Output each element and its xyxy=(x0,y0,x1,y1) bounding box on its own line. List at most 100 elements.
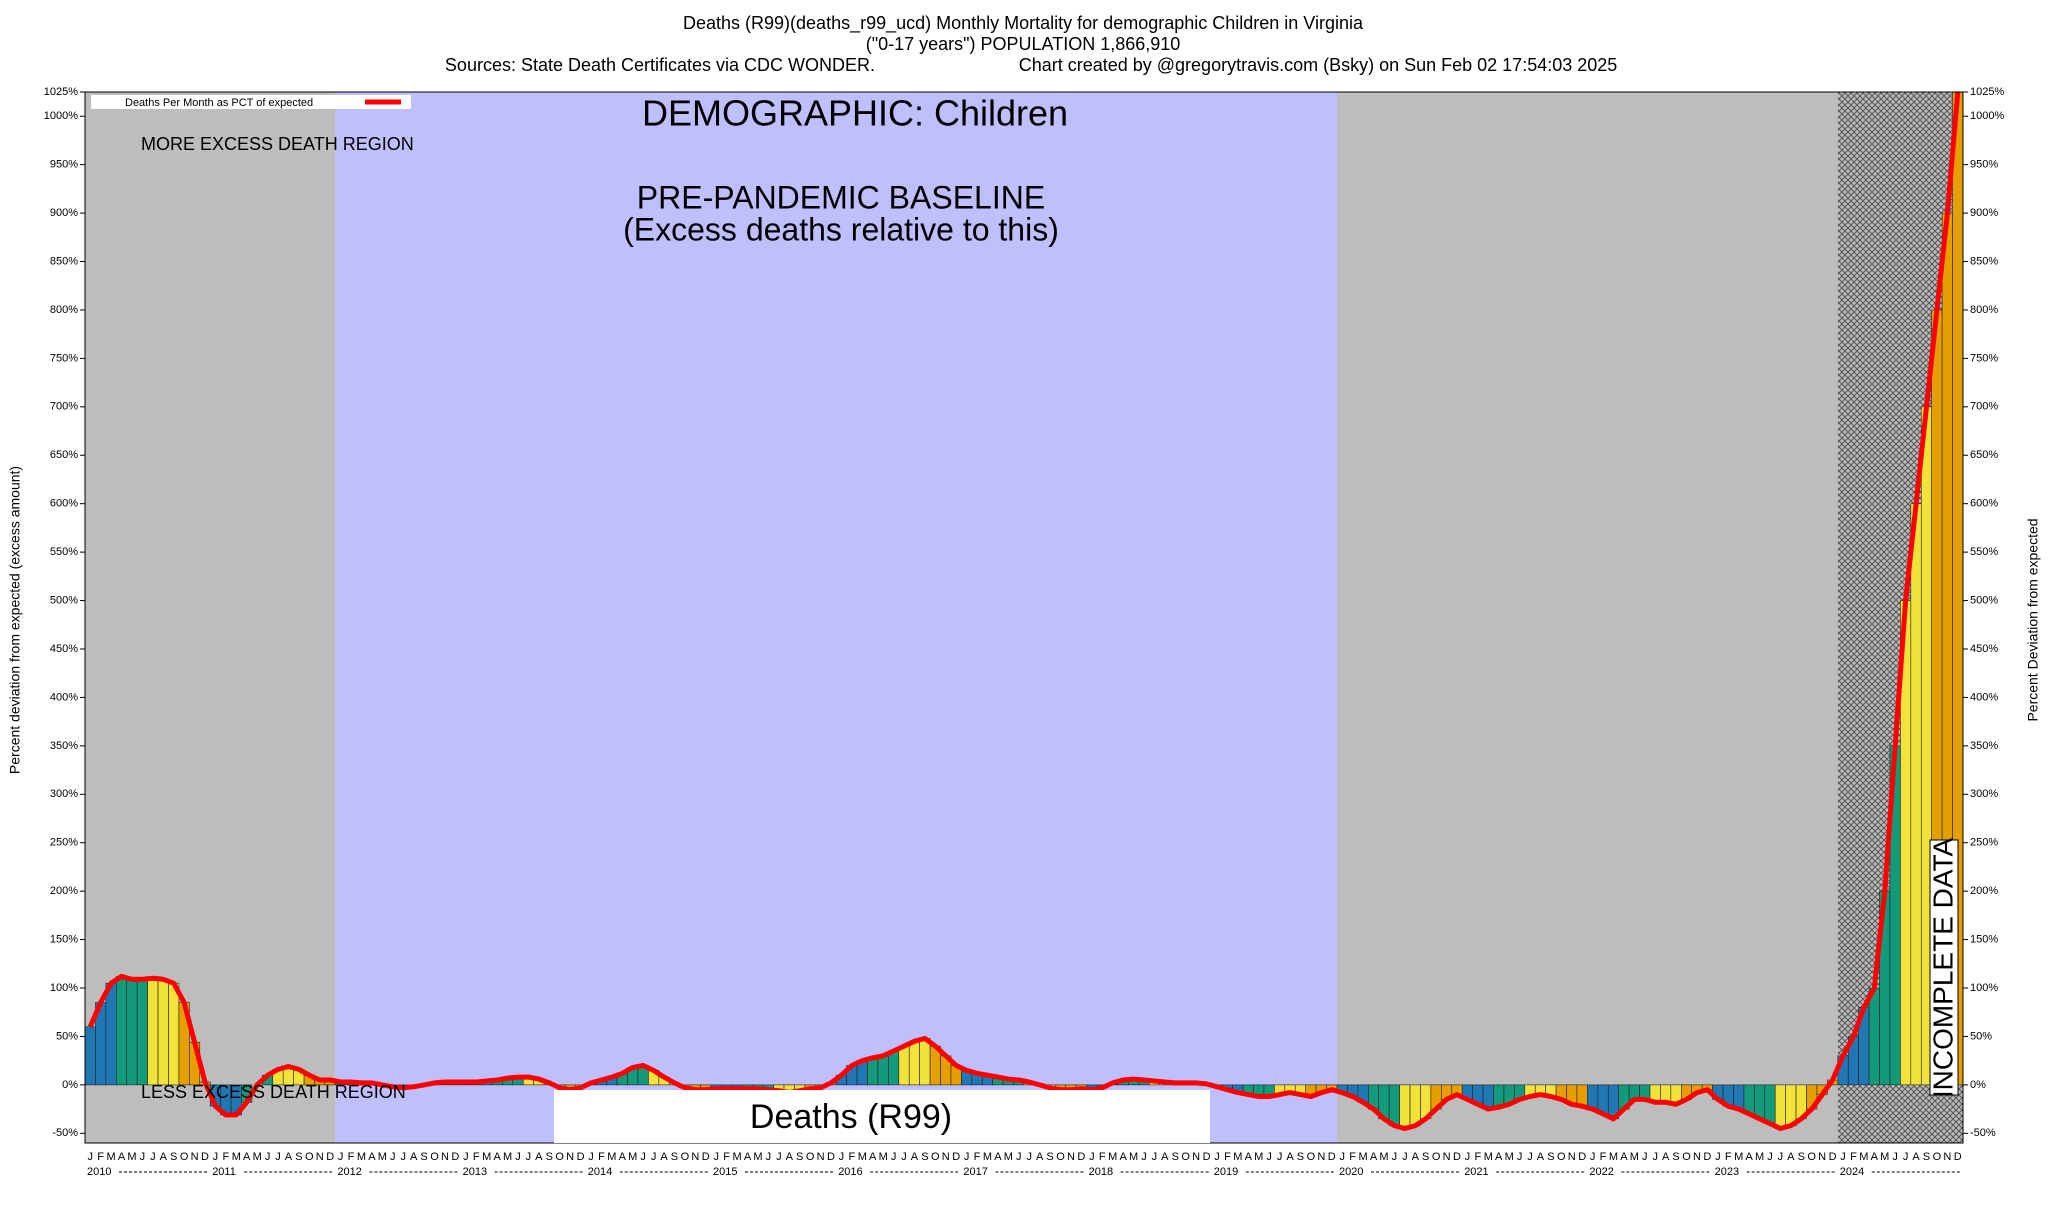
y-tick-label: 0% xyxy=(62,1079,78,1091)
x-tick-label: S xyxy=(921,1151,928,1163)
regions xyxy=(85,92,1963,1143)
year-label: 2021 xyxy=(1464,1166,1488,1178)
y-tick-label: 400% xyxy=(50,691,78,703)
x-tick-label: J xyxy=(1214,1151,1220,1163)
x-tick-label: A xyxy=(1620,1151,1628,1163)
x-tick-label: A xyxy=(493,1151,501,1163)
x-tick-label: J xyxy=(1642,1151,1648,1163)
x-tick-label: O xyxy=(1557,1151,1566,1163)
y2-tick-label: 0% xyxy=(1970,1079,1986,1091)
x-tick-label: J xyxy=(1277,1151,1283,1163)
x-tick-label: A xyxy=(160,1151,168,1163)
x-tick-label: J xyxy=(713,1151,719,1163)
x-tick-label: M xyxy=(1880,1151,1889,1163)
annotation: PRE-PANDEMIC BASELINE xyxy=(637,179,1045,215)
x-tick-label: O xyxy=(180,1151,189,1163)
region-baseline xyxy=(335,92,1337,1143)
y-tick-label: 800% xyxy=(50,304,78,316)
x-tick-label: D xyxy=(1077,1151,1085,1163)
bar xyxy=(888,1050,900,1086)
x-tick-label: J xyxy=(1892,1151,1898,1163)
y2-tick-label: 700% xyxy=(1970,401,1998,413)
x-tick-label: S xyxy=(1547,1151,1554,1163)
x-tick-label: J xyxy=(400,1151,406,1163)
y-axis-label: Percent deviation from expected (excess … xyxy=(7,466,23,774)
x-tick-label: A xyxy=(869,1151,877,1163)
x-tick-label: O xyxy=(806,1151,815,1163)
x-tick-label: D xyxy=(1578,1151,1586,1163)
x-tick-label: N xyxy=(1067,1151,1075,1163)
x-tick-label: F xyxy=(222,1151,229,1163)
y2-tick-label: 1000% xyxy=(1970,110,2004,122)
region-post xyxy=(1337,92,1838,1143)
x-tick-label: O xyxy=(1056,1151,1065,1163)
x-tick-label: M xyxy=(1755,1151,1764,1163)
x-tick-label: S xyxy=(796,1151,803,1163)
plot: -50% -50% 0% 0% 50% 50% 100% 100% 150% 150% 200% 20… xyxy=(44,86,2005,1178)
year-label: 2015 xyxy=(713,1166,737,1178)
y-tick-label: 950% xyxy=(50,159,78,171)
x-tick-label: S xyxy=(1672,1151,1679,1163)
x-tick-label: J xyxy=(275,1151,281,1163)
x-tick-label: F xyxy=(348,1151,355,1163)
x-tick-label: J xyxy=(1266,1151,1272,1163)
year-label: 2017 xyxy=(963,1166,987,1178)
bar xyxy=(1409,1084,1421,1126)
x-tick-label: O xyxy=(681,1151,690,1163)
x-tick-label: A xyxy=(285,1151,293,1163)
sources: Sources: State Death Certificates via CD… xyxy=(445,55,875,75)
x-tick-label: M xyxy=(1609,1151,1618,1163)
y-tick-label: 700% xyxy=(50,401,78,413)
x-tick-label: O xyxy=(1682,1151,1691,1163)
y-tick-label: 600% xyxy=(50,498,78,510)
year-label: 2013 xyxy=(463,1166,487,1178)
x-tick-label: M xyxy=(732,1151,741,1163)
x-tick-label: D xyxy=(451,1151,459,1163)
x-tick-label: J xyxy=(463,1151,469,1163)
x-tick-label: J xyxy=(588,1151,594,1163)
year-label: 2022 xyxy=(1589,1166,1613,1178)
y-tick-label: 200% xyxy=(50,885,78,897)
x-tick-label: J xyxy=(964,1151,970,1163)
x-tick-label: M xyxy=(628,1151,637,1163)
x-tick-label: F xyxy=(473,1151,480,1163)
x-tick-label: A xyxy=(786,1151,794,1163)
y2-tick-label: 100% xyxy=(1970,982,1998,994)
x-tick-label: O xyxy=(430,1151,439,1163)
bar xyxy=(157,978,169,1086)
x-tick-label: M xyxy=(879,1151,888,1163)
x-tick-label: O xyxy=(305,1151,314,1163)
x-tick-label: F xyxy=(1099,1151,1106,1163)
x-tick-label: M xyxy=(357,1151,366,1163)
y2-tick-label: 850% xyxy=(1970,255,1998,267)
x-tick-label: M xyxy=(1630,1151,1639,1163)
x-tick-label: J xyxy=(776,1151,782,1163)
bar xyxy=(1910,503,1922,1086)
x-tick-label: A xyxy=(994,1151,1002,1163)
y2-tick-label: 450% xyxy=(1970,643,1998,655)
x-tick-label: D xyxy=(1453,1151,1461,1163)
bar xyxy=(1774,1084,1786,1129)
x-tick-label: M xyxy=(1484,1151,1493,1163)
x-tick-label: J xyxy=(526,1151,532,1163)
x-tick-label: F xyxy=(1725,1151,1732,1163)
x-tick-label: J xyxy=(1339,1151,1345,1163)
legend-box xyxy=(91,95,411,109)
x-tick-label: M xyxy=(983,1151,992,1163)
x-tick-label: M xyxy=(858,1151,867,1163)
bar xyxy=(908,1040,920,1086)
x-tick-label: J xyxy=(1590,1151,1596,1163)
bar xyxy=(1587,1084,1599,1110)
x-tick-label: J xyxy=(651,1151,657,1163)
x-tick-label: N xyxy=(1818,1151,1826,1163)
x-tick-label: J xyxy=(1402,1151,1408,1163)
x-tick-label: A xyxy=(118,1151,126,1163)
x-tick-label: J xyxy=(1465,1151,1471,1163)
x-tick-label: D xyxy=(1328,1151,1336,1163)
annotation: Deaths (R99) xyxy=(750,1098,952,1136)
x-tick-label: N xyxy=(1943,1151,1951,1163)
y2-axis-label: Percent Deviation from expected xyxy=(2025,518,2041,721)
y-tick-label: 650% xyxy=(50,449,78,461)
x-tick-label: A xyxy=(243,1151,251,1163)
region-pre xyxy=(85,92,336,1143)
